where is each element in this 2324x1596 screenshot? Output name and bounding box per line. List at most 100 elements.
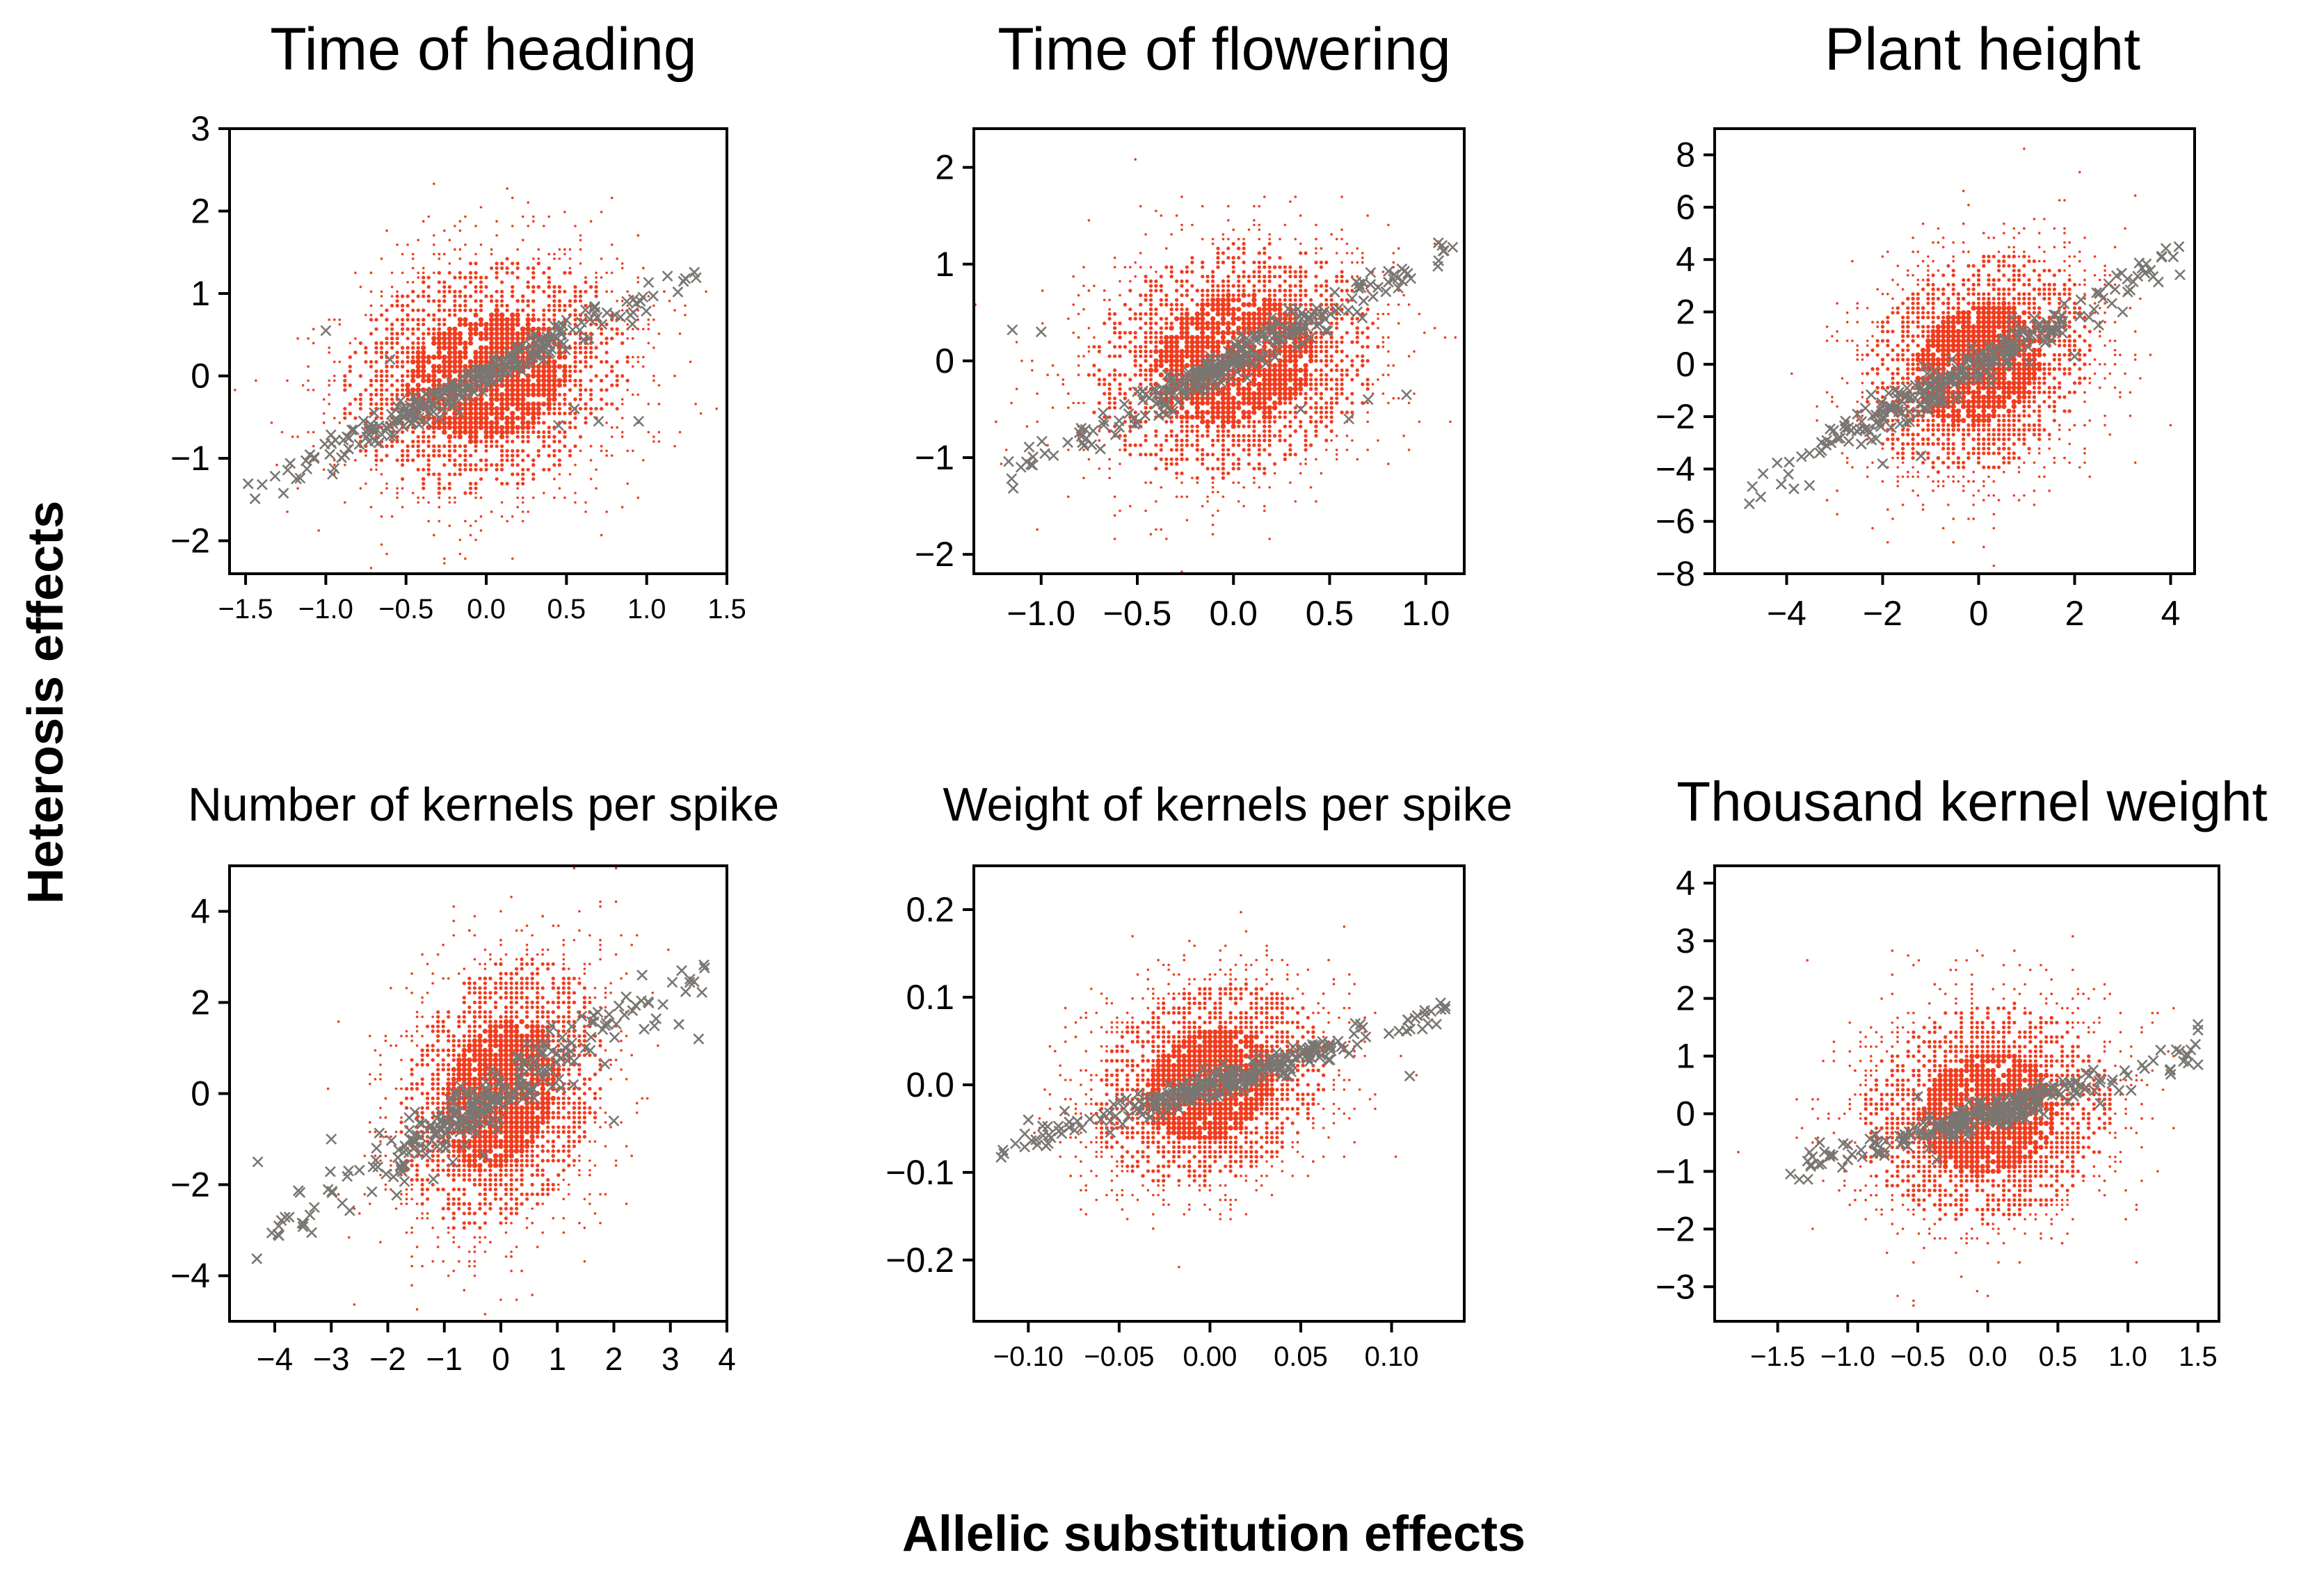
background-point bbox=[369, 567, 373, 570]
background-point bbox=[1277, 311, 1283, 317]
background-point bbox=[411, 332, 415, 336]
background-point bbox=[1299, 214, 1302, 217]
background-point bbox=[500, 463, 504, 467]
background-point bbox=[1165, 247, 1168, 250]
background-point bbox=[1252, 438, 1256, 443]
background-point bbox=[527, 510, 529, 513]
background-point bbox=[1231, 410, 1236, 415]
background-point bbox=[452, 340, 458, 346]
background-point bbox=[395, 299, 399, 303]
panels: Time of heading−1.5 −1.0 −0.5 0.0 0.5 1.0 1.5−… bbox=[170, 16, 2268, 1377]
background-point bbox=[364, 482, 367, 485]
background-point bbox=[1251, 396, 1257, 401]
background-point bbox=[1164, 344, 1169, 350]
background-point bbox=[1294, 195, 1297, 198]
background-point bbox=[401, 506, 404, 508]
background-point bbox=[333, 318, 336, 321]
background-point bbox=[411, 257, 415, 260]
background-point bbox=[573, 294, 577, 298]
background-point bbox=[1185, 270, 1189, 274]
background-point bbox=[1220, 400, 1226, 406]
background-point bbox=[1278, 298, 1282, 302]
background-point bbox=[1309, 486, 1313, 489]
background-point bbox=[1226, 448, 1231, 452]
background-point bbox=[1189, 316, 1195, 321]
highlight-cross bbox=[242, 478, 254, 490]
background-point bbox=[1082, 308, 1085, 311]
background-point bbox=[380, 257, 383, 260]
background-point bbox=[322, 421, 326, 424]
background-point bbox=[1361, 252, 1364, 255]
highlight-cross bbox=[343, 443, 355, 455]
background-point bbox=[1262, 302, 1267, 307]
background-point bbox=[312, 430, 315, 434]
background-point bbox=[1329, 298, 1333, 302]
plot-frame bbox=[228, 127, 728, 575]
background-point bbox=[615, 407, 619, 411]
background-point bbox=[401, 327, 405, 331]
background-point bbox=[1221, 434, 1225, 438]
background-point bbox=[525, 410, 531, 417]
background-point bbox=[1200, 334, 1205, 340]
background-point bbox=[1283, 289, 1287, 293]
background-point bbox=[1160, 528, 1163, 531]
background-point bbox=[626, 482, 629, 485]
background-point bbox=[1288, 434, 1292, 438]
background-point bbox=[369, 392, 374, 397]
background-point bbox=[437, 486, 441, 490]
background-point bbox=[1288, 401, 1292, 405]
background-point bbox=[385, 378, 389, 382]
background-point bbox=[270, 421, 273, 424]
background-point bbox=[489, 420, 495, 426]
background-point bbox=[1293, 396, 1297, 401]
background-point bbox=[422, 449, 426, 453]
background-point bbox=[515, 261, 520, 266]
background-point bbox=[1113, 373, 1117, 377]
background-point bbox=[1335, 449, 1338, 451]
background-point bbox=[1418, 420, 1421, 424]
background-point bbox=[1231, 330, 1236, 336]
background-point bbox=[338, 323, 342, 326]
highlight-cross bbox=[648, 290, 659, 302]
background-point bbox=[1314, 345, 1318, 349]
background-point bbox=[1185, 429, 1189, 433]
background-point bbox=[1282, 391, 1288, 396]
background-point bbox=[406, 294, 410, 298]
background-point bbox=[484, 294, 488, 298]
background-point bbox=[447, 373, 452, 379]
background-point bbox=[422, 435, 426, 439]
background-point bbox=[568, 374, 572, 378]
background-point bbox=[573, 308, 577, 312]
background-point bbox=[479, 243, 483, 246]
background-point bbox=[433, 243, 435, 246]
background-point bbox=[563, 435, 567, 439]
background-point bbox=[457, 321, 463, 328]
background-point bbox=[1293, 429, 1297, 433]
background-point bbox=[1185, 265, 1189, 269]
background-point bbox=[479, 515, 483, 518]
background-point bbox=[1247, 448, 1251, 452]
background-point bbox=[594, 289, 598, 293]
background-point bbox=[307, 365, 310, 368]
background-point bbox=[479, 275, 483, 280]
background-point bbox=[438, 506, 441, 508]
background-point bbox=[1128, 330, 1132, 335]
background-point bbox=[1185, 495, 1189, 499]
background-point bbox=[395, 360, 399, 364]
background-point bbox=[521, 481, 525, 486]
background-point bbox=[525, 378, 531, 383]
background-point bbox=[379, 313, 384, 317]
background-point bbox=[521, 472, 525, 476]
background-point bbox=[1252, 260, 1256, 264]
background-point bbox=[354, 271, 357, 275]
background-point bbox=[453, 308, 457, 312]
background-point bbox=[1335, 345, 1339, 349]
background-point bbox=[1113, 321, 1117, 325]
background-point bbox=[379, 392, 384, 397]
background-point bbox=[546, 373, 552, 379]
background-point bbox=[600, 444, 603, 448]
background-point bbox=[511, 261, 515, 266]
background-point bbox=[1263, 265, 1267, 269]
background-point bbox=[483, 401, 489, 407]
background-point bbox=[490, 463, 494, 467]
